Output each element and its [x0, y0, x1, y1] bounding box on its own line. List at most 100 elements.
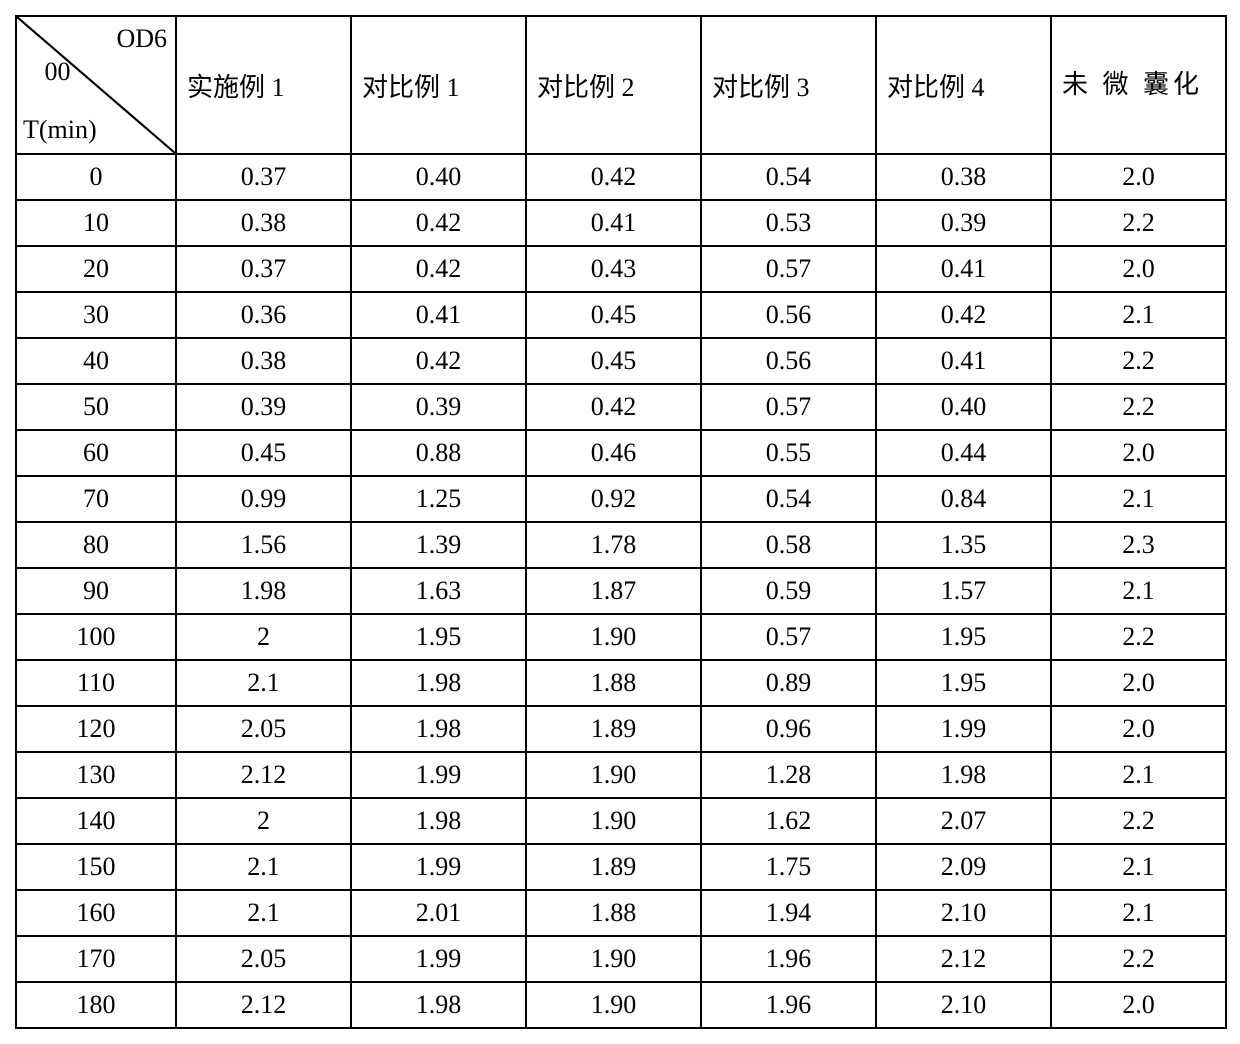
- table-row: 901.981.631.870.591.572.1: [16, 568, 1226, 614]
- row-label-cell: 140: [16, 798, 176, 844]
- data-cell: 1.90: [526, 982, 701, 1028]
- data-cell: 2.2: [1051, 384, 1226, 430]
- data-cell: 0.44: [876, 430, 1051, 476]
- data-cell: 0.54: [701, 154, 876, 200]
- row-label-cell: 50: [16, 384, 176, 430]
- row-label-cell: 160: [16, 890, 176, 936]
- data-cell: 1.75: [701, 844, 876, 890]
- data-cell: 2.2: [1051, 200, 1226, 246]
- data-cell: 2.0: [1051, 430, 1226, 476]
- row-label-cell: 90: [16, 568, 176, 614]
- data-cell: 2.1: [1051, 752, 1226, 798]
- data-cell: 0.40: [351, 154, 526, 200]
- data-cell: 1.78: [526, 522, 701, 568]
- data-cell: 1.94: [701, 890, 876, 936]
- data-cell: 2.07: [876, 798, 1051, 844]
- data-cell: 2.1: [1051, 568, 1226, 614]
- row-label-cell: 150: [16, 844, 176, 890]
- data-cell: 1.90: [526, 936, 701, 982]
- column-header: 对比例 3: [701, 16, 876, 154]
- table-row: 801.561.391.780.581.352.3: [16, 522, 1226, 568]
- data-cell: 2.0: [1051, 706, 1226, 752]
- data-cell: 0.99: [176, 476, 351, 522]
- data-cell: 0.84: [876, 476, 1051, 522]
- data-cell: 1.98: [176, 568, 351, 614]
- data-cell: 0.41: [351, 292, 526, 338]
- data-cell: 1.99: [351, 752, 526, 798]
- data-cell: 2.10: [876, 982, 1051, 1028]
- column-header: 对比例 2: [526, 16, 701, 154]
- table-body: 00.370.400.420.540.382.0100.380.420.410.…: [16, 154, 1226, 1028]
- data-cell: 0.38: [176, 338, 351, 384]
- column-header: 对比例 4: [876, 16, 1051, 154]
- data-cell: 1.35: [876, 522, 1051, 568]
- row-label-cell: 110: [16, 660, 176, 706]
- data-cell: 2.1: [176, 844, 351, 890]
- header-row: OD6 00 T(min) 实施例 1 对比例 1 对比例 2 对比例 3 对比…: [16, 16, 1226, 154]
- data-cell: 0.45: [176, 430, 351, 476]
- data-cell: 0.53: [701, 200, 876, 246]
- data-cell: 2.1: [1051, 292, 1226, 338]
- data-cell: 0.92: [526, 476, 701, 522]
- row-label-cell: 180: [16, 982, 176, 1028]
- data-cell: 0.46: [526, 430, 701, 476]
- table-row: 1702.051.991.901.962.122.2: [16, 936, 1226, 982]
- data-cell: 1.98: [351, 798, 526, 844]
- data-cell: 0.38: [876, 154, 1051, 200]
- data-cell: 0.42: [351, 246, 526, 292]
- data-cell: 1.99: [351, 936, 526, 982]
- data-cell: 0.42: [351, 200, 526, 246]
- table-row: 200.370.420.430.570.412.0: [16, 246, 1226, 292]
- data-cell: 2.12: [876, 936, 1051, 982]
- data-cell: 2.2: [1051, 936, 1226, 982]
- data-cell: 1.98: [876, 752, 1051, 798]
- data-cell: 2.2: [1051, 798, 1226, 844]
- data-cell: 2: [176, 798, 351, 844]
- data-cell: 2.1: [1051, 844, 1226, 890]
- data-table: OD6 00 T(min) 实施例 1 对比例 1 对比例 2 对比例 3 对比…: [15, 15, 1227, 1029]
- data-cell: 1.96: [701, 982, 876, 1028]
- table-row: 1302.121.991.901.281.982.1: [16, 752, 1226, 798]
- table-row: 1102.11.981.880.891.952.0: [16, 660, 1226, 706]
- data-cell: 1.89: [526, 844, 701, 890]
- data-cell: 1.95: [876, 614, 1051, 660]
- data-cell: 0.42: [526, 154, 701, 200]
- data-cell: 0.39: [351, 384, 526, 430]
- data-cell: 2.2: [1051, 338, 1226, 384]
- data-cell: 2.05: [176, 706, 351, 752]
- data-cell: 0.37: [176, 154, 351, 200]
- table-row: 1802.121.981.901.962.102.0: [16, 982, 1226, 1028]
- data-cell: 1.89: [526, 706, 701, 752]
- data-cell: 0.41: [876, 338, 1051, 384]
- data-cell: 2.0: [1051, 154, 1226, 200]
- row-label-cell: 10: [16, 200, 176, 246]
- diag-top-line1: OD6: [116, 24, 167, 53]
- data-cell: 2.3: [1051, 522, 1226, 568]
- table-row: 1602.12.011.881.942.102.1: [16, 890, 1226, 936]
- data-cell: 0.42: [526, 384, 701, 430]
- data-cell: 1.90: [526, 614, 701, 660]
- row-label-cell: 130: [16, 752, 176, 798]
- data-cell: 0.89: [701, 660, 876, 706]
- table-row: 500.390.390.420.570.402.2: [16, 384, 1226, 430]
- data-cell: 2.10: [876, 890, 1051, 936]
- table-row: 1202.051.981.890.961.992.0: [16, 706, 1226, 752]
- table-row: 300.360.410.450.560.422.1: [16, 292, 1226, 338]
- diagonal-header-cell: OD6 00 T(min): [16, 16, 176, 154]
- data-cell: 0.57: [701, 384, 876, 430]
- data-cell: 1.90: [526, 798, 701, 844]
- diagonal-top-label: OD6 00: [116, 23, 167, 88]
- data-cell: 1.95: [876, 660, 1051, 706]
- row-label-cell: 0: [16, 154, 176, 200]
- column-header: 未 微 囊化: [1051, 16, 1226, 154]
- data-cell: 2.1: [176, 660, 351, 706]
- data-cell: 0.42: [351, 338, 526, 384]
- data-cell: 1.88: [526, 890, 701, 936]
- data-cell: 2.0: [1051, 982, 1226, 1028]
- data-cell: 1.88: [526, 660, 701, 706]
- row-label-cell: 30: [16, 292, 176, 338]
- table-row: 700.991.250.920.540.842.1: [16, 476, 1226, 522]
- diag-top-line2: 00: [44, 57, 70, 86]
- data-cell: 0.38: [176, 200, 351, 246]
- data-cell: 0.43: [526, 246, 701, 292]
